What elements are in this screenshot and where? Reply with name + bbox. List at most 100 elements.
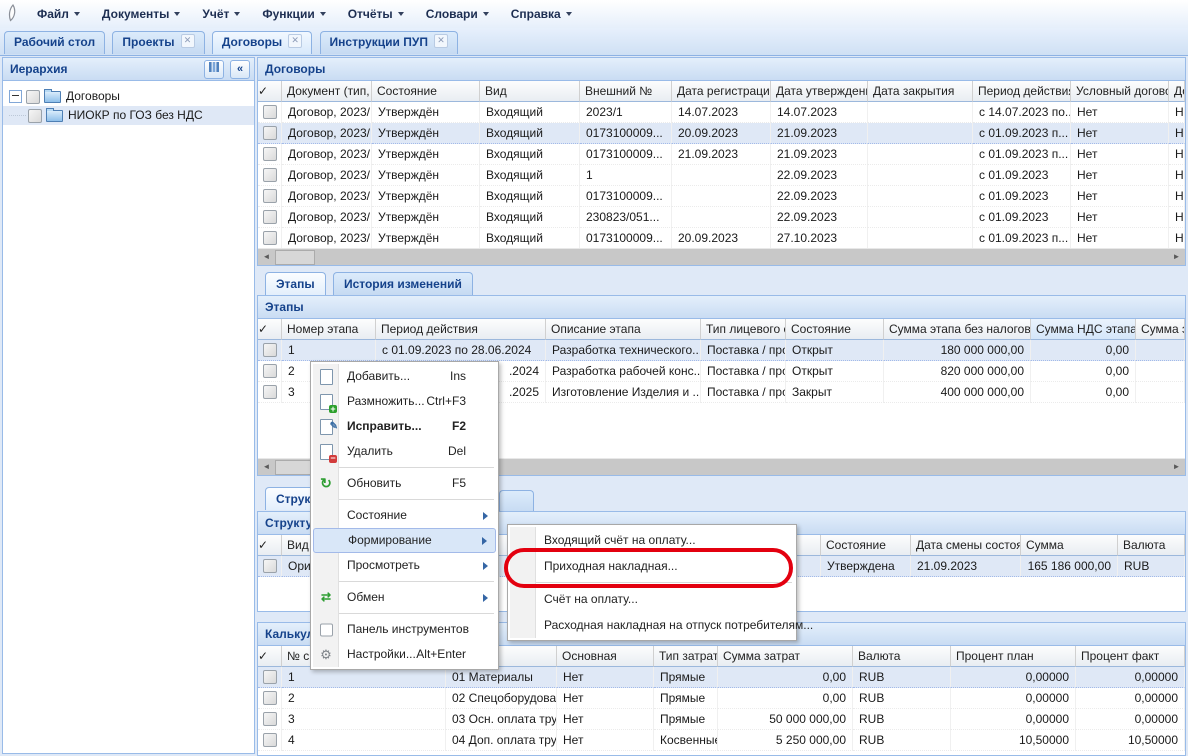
col-state[interactable]: Состояние [372,81,480,102]
table-row[interactable]: 2.2024 Разработка рабочей конс... Поставка… [258,361,1185,382]
col-kind[interactable]: Вид [480,81,580,102]
scroll-left-icon[interactable]: ◄ [262,462,271,471]
collapse-panel-icon[interactable]: « [230,60,250,79]
col-state[interactable]: Состояние [821,535,911,556]
col-close-date[interactable]: Дата закрытия [868,81,973,102]
scrollbar-thumb[interactable] [275,250,315,265]
col-sum-2[interactable]: Сумма эт [1136,319,1185,340]
row-checkbox[interactable] [262,559,277,574]
tab-contracts[interactable]: Договоры ✕ [211,31,313,54]
col-check[interactable]: ✓ [258,646,282,667]
col-account-type[interactable]: Тип лицевого счёт [701,319,786,340]
col-state-change-date[interactable]: Дата смены состоя [911,535,1021,556]
col-conditional[interactable]: Условный договор [1071,81,1169,102]
col-stage-no[interactable]: Номер этапа [282,319,376,340]
tree-node-checkbox[interactable] [28,108,42,123]
row-checkbox[interactable] [262,343,277,358]
table-row[interactable]: Договор, 2023/... Утверждён Входящий 230823… [258,207,1185,228]
menu-item-state[interactable]: Состояние [313,503,496,528]
columns-icon[interactable] [203,60,224,79]
row-checkbox[interactable] [262,385,277,400]
row-checkbox[interactable] [262,189,277,204]
menu-documents[interactable]: Документы [91,7,191,21]
scroll-right-icon[interactable]: ► [1172,462,1181,471]
col-period[interactable]: Период действия [376,319,546,340]
table-row[interactable]: 404 Доп. оплата трудаНетКосвенные5 250 0… [258,730,1185,751]
close-icon[interactable]: ✕ [434,34,448,48]
menu-item-exchange[interactable]: ⇄ Обмен [313,585,496,610]
table-row[interactable]: Договор, 2023/... Утверждён Входящий 017310… [258,144,1185,165]
menu-file[interactable]: Файл [26,7,91,21]
row-checkbox[interactable] [262,364,277,379]
table-row[interactable]: Договор, 2023/... Утверждён Входящий 2023/1… [258,102,1185,123]
scroll-right-icon[interactable]: ► [1172,252,1181,261]
tree-node-checkbox[interactable] [26,89,40,104]
col-main[interactable]: Основная [557,646,654,667]
col-check[interactable]: ✓ [258,81,282,102]
menu-item-view[interactable]: Просмотреть [313,553,496,578]
submenu-item-outgoing-note[interactable]: Расходная накладная на отпуск потребител… [544,618,814,632]
submenu-item-incoming-invoice[interactable]: Входящий счёт на оплату... [544,533,696,547]
menu-item-refresh[interactable]: ↻ Обновить F5 [313,471,496,496]
menu-accounting[interactable]: Учёт [191,7,251,21]
table-row[interactable]: 303 Осн. оплата трудаНетПрямые50 000 000… [258,709,1185,730]
row-checkbox[interactable] [262,105,277,120]
tab-stages[interactable]: Этапы [265,272,326,295]
table-row[interactable]: 202 СпецоборудованиеНетПрямые0,00RUB0,00… [258,688,1185,709]
col-description[interactable]: Описание этапа [546,319,701,340]
col-state[interactable]: Состояние [786,319,884,340]
menu-functions[interactable]: Функции [251,7,336,21]
row-checkbox[interactable] [262,231,277,246]
tree-node-niokr[interactable]: НИОКР по ГОЗ без НДС [3,106,254,125]
row-checkbox[interactable] [262,691,277,706]
row-checkbox[interactable] [262,147,277,162]
submenu-item-receipt-note[interactable]: Приходная накладная... [544,559,678,573]
col-approve-date[interactable]: Дата утверждения [771,81,868,102]
col-currency[interactable]: Валюта [1118,535,1185,556]
tab-projects[interactable]: Проекты ✕ [112,31,205,54]
tab-partial[interactable] [499,490,534,513]
table-row[interactable]: Договор, 2023/... Утверждён Входящий 017310… [258,186,1185,207]
col-sum[interactable]: Сумма [1021,535,1118,556]
table-row-selected[interactable]: Договор, 2023/... Утверждён Входящий 017310… [258,123,1185,144]
row-checkbox[interactable] [262,126,277,141]
col-check[interactable]: ✓ [258,535,282,556]
col-reg-date[interactable]: Дата регистрации. [672,81,771,102]
scroll-left-icon[interactable]: ◄ [262,252,271,261]
col-currency[interactable]: Валюта [853,646,951,667]
tree-collapse-icon[interactable] [9,90,22,103]
menu-item-duplicate[interactable]: Размножить...Ctrl+F3 [313,389,496,414]
menu-item-toolbar-toggle[interactable]: Панель инструментов [313,617,496,642]
col-cost-sum[interactable]: Сумма затрат [718,646,853,667]
close-icon[interactable]: ✕ [288,34,303,48]
tree-node-contracts[interactable]: Договоры [3,87,254,106]
tab-desktop[interactable]: Рабочий стол [4,31,106,54]
col-check[interactable]: ✓ [258,319,282,340]
menu-dictionaries[interactable]: Словари [415,7,500,21]
tab-instructions[interactable]: Инструкции ПУП ✕ [319,31,458,54]
menu-item-add[interactable]: Добавить... Ins [313,364,496,389]
col-period[interactable]: Период действия.. [973,81,1071,102]
menu-item-settings[interactable]: ⚙ Настройки... Alt+Enter [313,642,496,667]
horizontal-scrollbar[interactable]: ◄ ► [258,248,1185,265]
row-checkbox[interactable] [262,168,277,183]
table-row-selected[interactable]: 1 01 Материалы Нет Прямые 0,00 RUB 0,00000 0,00… [258,667,1185,688]
col-pct-fact[interactable]: Процент факт [1076,646,1185,667]
col-extra[interactable]: До [1169,81,1185,102]
submenu-item-payment-invoice[interactable]: Счёт на оплату... [544,592,638,606]
row-checkbox[interactable] [262,210,277,225]
table-row[interactable]: Договор, 2023/... Утверждён Входящий 017310… [258,228,1185,249]
tab-change-history[interactable]: История изменений [332,272,473,295]
table-row[interactable]: Договор, 2023/... Утверждён Входящий 1 22.09… [258,165,1185,186]
menu-item-edit[interactable]: Исправить...F2 [313,414,496,439]
col-pct-plan[interactable]: Процент план [951,646,1076,667]
close-icon[interactable]: ✕ [180,34,195,48]
col-sum-no-tax[interactable]: Сумма этапа без налогов [884,319,1031,340]
checkbox-icon[interactable] [320,623,333,636]
row-checkbox[interactable] [262,712,277,727]
col-cost-type[interactable]: Тип затрат [654,646,718,667]
menu-item-forming[interactable]: Формирование [313,528,496,553]
row-checkbox[interactable] [262,733,277,748]
